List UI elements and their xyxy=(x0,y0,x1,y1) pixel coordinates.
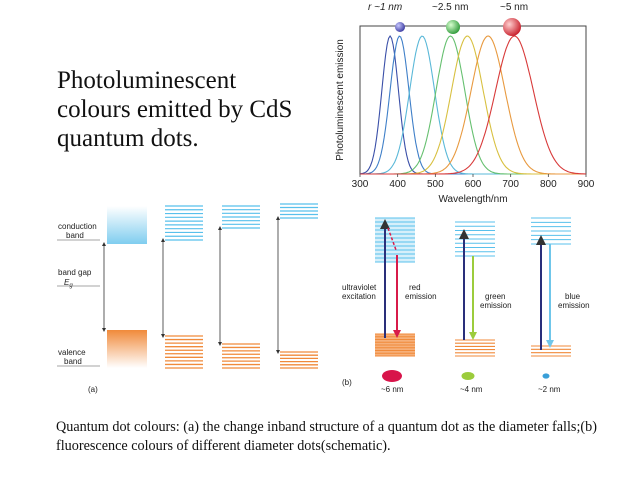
panel-b-label: (b) xyxy=(342,378,352,387)
conduction-label-1: conduction xyxy=(58,222,97,231)
valence-label-2: band xyxy=(64,357,82,366)
cb-fill-b xyxy=(375,218,415,262)
y-axis-label: Photoluminescent emission xyxy=(335,39,346,161)
x-tick-label-400: 400 xyxy=(389,179,406,190)
gap-label-2: Eg xyxy=(64,278,73,289)
figure-caption: Quantum dot colours: (a) the change inba… xyxy=(56,419,597,454)
x-tick-label-800: 800 xyxy=(540,179,557,190)
diagram-a: conduction band band gap Eg valence band… xyxy=(57,203,318,394)
emission-curve-2 xyxy=(360,35,586,175)
emission-curves xyxy=(359,34,586,175)
gap-label-1: band gap xyxy=(58,268,92,277)
x-tick-label-600: 600 xyxy=(465,179,482,190)
x-tick-label-900: 900 xyxy=(578,179,595,190)
red-label-2: emission xyxy=(405,292,437,301)
size-label-1: r ~1 nm xyxy=(368,2,402,13)
green-label-1: green xyxy=(485,292,505,301)
green-label-2: emission xyxy=(480,301,512,310)
red-label-1: red xyxy=(409,283,421,292)
dot-medium-green xyxy=(446,20,460,34)
conduction-band-bulk xyxy=(107,206,147,244)
x-axis-label: Wavelength/nm xyxy=(438,194,507,205)
relaxation-arrow xyxy=(387,227,397,251)
emission-chart: 300 400 500 600 700 800 900 Wavelength/nm Phot… xyxy=(335,2,595,205)
size-2nm: ~2 nm xyxy=(538,385,561,394)
conduction-label-2: band xyxy=(66,231,84,240)
dot-2nm-blue xyxy=(542,373,550,379)
size-6nm: ~6 nm xyxy=(381,385,404,394)
blue-label-2: emission xyxy=(558,301,590,310)
blue-label-1: blue xyxy=(565,292,581,301)
x-tick-label-700: 700 xyxy=(502,179,519,190)
valence-band-bulk xyxy=(107,330,147,368)
uv-label-2: excitation xyxy=(342,292,376,301)
x-tick-label-500: 500 xyxy=(427,179,444,190)
size-4nm: ~4 nm xyxy=(460,385,483,394)
discrete-levels-a xyxy=(161,203,318,369)
size-label-3: ~5 nm xyxy=(500,2,528,13)
dot-large-red xyxy=(503,18,521,36)
slide-title: Photoluminescent colours emitted by CdS … xyxy=(57,67,293,152)
x-axis-ticks: 300 400 500 600 700 800 900 xyxy=(352,174,595,190)
x-tick-label-300: 300 xyxy=(352,179,369,190)
dot-small-blue xyxy=(395,22,405,32)
dot-4nm-green xyxy=(461,372,475,380)
size-label-2: ~2.5 nm xyxy=(432,2,468,13)
uv-label-1: ultraviolet xyxy=(342,283,377,292)
panel-a-label: (a) xyxy=(88,385,98,394)
dot-6nm-red xyxy=(382,370,402,382)
valence-label-1: valence xyxy=(58,348,86,357)
diagram-b: ultraviolet excitation red emission gree… xyxy=(342,217,590,394)
